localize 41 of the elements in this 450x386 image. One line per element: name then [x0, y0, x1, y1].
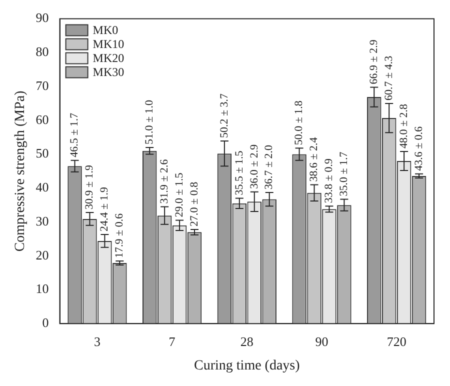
y-tick-label: 10 [36, 281, 49, 296]
y-tick-label: 60 [36, 112, 49, 127]
legend-label: MK20 [92, 50, 124, 65]
x-tick-label: 720 [386, 334, 406, 349]
y-tick-label: 90 [36, 10, 49, 26]
y-axis-title: Compressive strength (MPa) [13, 90, 28, 252]
y-tick-label: 0 [42, 315, 49, 330]
x-tick-label: 90 [315, 334, 328, 349]
data-label: 38.6 ± 2.4 [308, 136, 320, 182]
data-label: 46.5 ± 1.7 [68, 112, 81, 158]
data-label: 66.9 ± 2.9 [368, 39, 380, 84]
data-label: 51.0 ± 1.0 [144, 99, 156, 144]
y-tick-label: 40 [36, 180, 49, 195]
x-tick-label: 28 [240, 334, 254, 349]
data-label: 50.0 ± 1.8 [293, 100, 306, 146]
legend-label: MK0 [92, 22, 118, 37]
data-label: 35.0 ± 1.7 [338, 151, 350, 196]
data-label: 48.0 ± 2.8 [398, 104, 410, 149]
y-tick-label: 30 [36, 213, 49, 228]
x-tick-label: 3 [94, 334, 100, 349]
data-label: 35.5 ± 1.5 [233, 150, 246, 196]
legend-label: MK10 [92, 36, 124, 51]
data-label: 60.7 ± 4.3 [382, 55, 395, 100]
legend-label: MK30 [92, 64, 124, 79]
x-axis-title: Curing time (days) [194, 358, 300, 374]
data-label: 43.6 ± 0.6 [412, 126, 425, 171]
y-tick-label: 50 [36, 146, 49, 161]
data-label: 33.8 ± 0.9 [323, 158, 336, 204]
data-label: 30.9 ± 1.9 [84, 164, 96, 210]
data-label: 29.0 ± 1.5 [173, 172, 186, 218]
data-label: 27.0 ± 0.8 [188, 181, 200, 226]
data-label: 36.0 ± 2.9 [248, 144, 260, 189]
data-label: 24.4 ± 1.9 [98, 186, 111, 232]
y-tick-label: 20 [36, 247, 49, 262]
x-tick-label: 7 [168, 334, 176, 349]
data-label: 31.9 ± 2.6 [158, 158, 170, 204]
y-tick-label: 70 [36, 78, 49, 93]
data-label: 17.9 ± 0.6 [114, 212, 126, 258]
data-label: 50.2 ± 3.7 [218, 93, 230, 138]
data-label: 36.7 ± 2.0 [263, 144, 276, 190]
y-tick-label: 80 [36, 44, 49, 60]
